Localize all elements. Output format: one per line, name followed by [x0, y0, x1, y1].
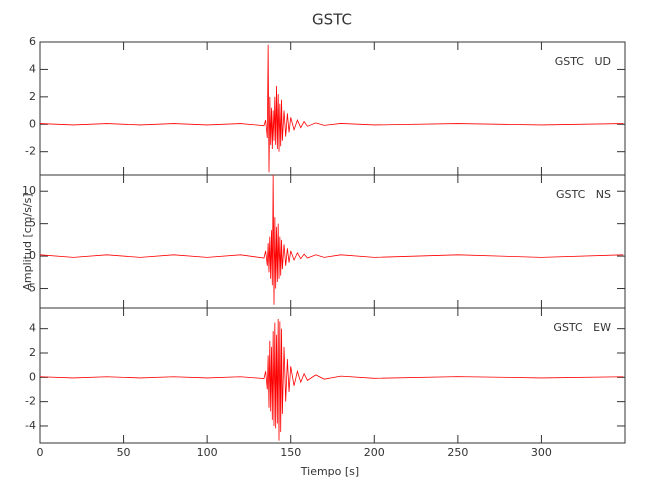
y-tick-label: 5 [29, 217, 36, 230]
y-tick-label: 4 [29, 322, 36, 335]
panel-label: GSTC EW [553, 321, 611, 334]
panel-label: GSTC UD [555, 55, 611, 68]
panel-frame [39, 174, 626, 309]
y-tick-label: 10 [22, 184, 36, 197]
y-tick-label: 2 [29, 90, 36, 103]
x-tick-label: 100 [197, 446, 218, 459]
y-tick-label: 2 [29, 346, 36, 359]
y-tick-label: 0 [29, 370, 36, 383]
y-tick-label: -4 [25, 419, 36, 432]
x-tick-label: 0 [37, 446, 44, 459]
panel-label: GSTC NS [556, 188, 611, 201]
trace [39, 174, 624, 305]
panel-frame [39, 307, 626, 444]
y-tick-label: -2 [25, 145, 36, 158]
trace [39, 318, 624, 441]
x-tick-label: 300 [531, 446, 552, 459]
y-tick-label: 0 [29, 117, 36, 130]
y-tick-label: 6 [29, 35, 36, 48]
x-tick-label: 200 [364, 446, 385, 459]
x-tick-label: 250 [447, 446, 468, 459]
y-tick-label: 5 [29, 282, 36, 295]
y-tick-label: 4 [29, 62, 36, 75]
y-tick-label: 0 [29, 249, 36, 262]
x-tick-label: 150 [280, 446, 301, 459]
chart-title: GSTC [312, 11, 352, 29]
panel-frame [39, 41, 626, 176]
x-tick-label: 50 [117, 446, 131, 459]
y-tick-label: -2 [25, 395, 36, 408]
trace [39, 44, 624, 173]
y-axis-label: Amplitud [cm/s/s] [21, 193, 34, 290]
x-axis-label: Tiempo [s] [300, 465, 359, 478]
